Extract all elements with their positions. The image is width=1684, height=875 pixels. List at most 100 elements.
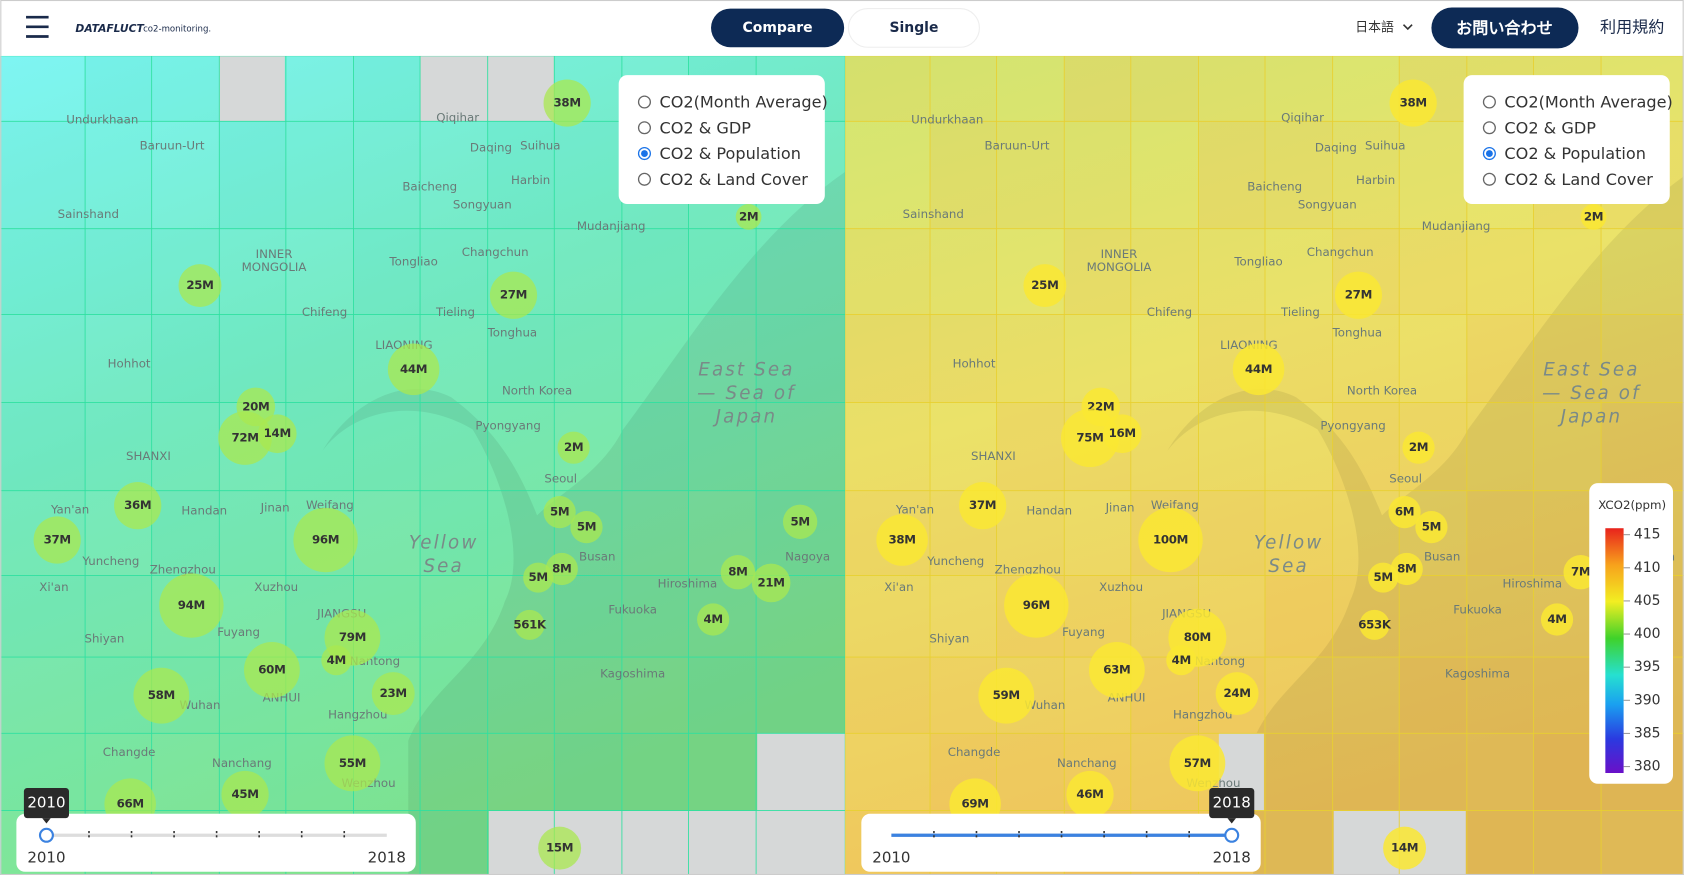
population-bubble[interactable] xyxy=(1389,79,1437,127)
population-bubble[interactable] xyxy=(876,514,928,566)
population-bubble[interactable] xyxy=(1334,271,1383,319)
population-bubble[interactable] xyxy=(545,552,578,586)
option-label[interactable]: CO2 & Population xyxy=(1504,144,1645,163)
heatmap-cell xyxy=(1399,121,1467,228)
population-bubble[interactable] xyxy=(159,573,224,638)
population-bubble[interactable] xyxy=(1415,511,1448,544)
population-bubble[interactable] xyxy=(1166,645,1197,676)
language[interactable]: 日本語 xyxy=(1355,19,1394,35)
population-bubble[interactable] xyxy=(538,826,582,870)
population-bubble[interactable] xyxy=(1402,431,1435,464)
population-bubble[interactable] xyxy=(387,343,440,396)
population-bubble[interactable] xyxy=(543,79,591,127)
heatmap-cell xyxy=(554,229,622,315)
contact-label[interactable]: お問い合わせ xyxy=(1456,18,1553,37)
terms[interactable]: 利用規約 xyxy=(1600,17,1664,36)
population-bubble[interactable] xyxy=(133,667,190,724)
population-bubble[interactable] xyxy=(324,735,381,792)
population-bubble[interactable] xyxy=(1215,672,1259,716)
tab-single[interactable] xyxy=(847,8,980,48)
population-bubble[interactable] xyxy=(1232,343,1285,396)
population-bubble[interactable] xyxy=(1102,414,1142,454)
population-bubble[interactable] xyxy=(720,555,756,590)
place-label: Fukuoka xyxy=(608,602,657,616)
heatmap-cell xyxy=(1333,56,1400,121)
population-bubble[interactable] xyxy=(371,672,415,716)
population-bubble[interactable] xyxy=(1388,496,1421,529)
place-label: Qiqihar xyxy=(436,111,479,125)
population-bubble[interactable] xyxy=(221,770,269,819)
radio[interactable] xyxy=(1482,121,1496,135)
population-bubble[interactable] xyxy=(735,203,762,230)
population-bubble[interactable] xyxy=(243,642,300,698)
bubble-label: 23M xyxy=(380,686,407,700)
population-bubble[interactable] xyxy=(1023,264,1067,308)
population-bubble[interactable] xyxy=(543,496,576,529)
bubble-label: 7M xyxy=(1571,565,1590,579)
population-bubble[interactable] xyxy=(1088,642,1145,698)
radio[interactable] xyxy=(637,172,652,186)
option-label[interactable]: CO2(Month Average) xyxy=(659,93,827,112)
population-bubble[interactable] xyxy=(1004,573,1069,638)
tab-compare[interactable] xyxy=(711,8,845,48)
population-bubble[interactable] xyxy=(1383,826,1427,870)
heatmap-cell xyxy=(151,314,220,403)
option-label[interactable]: CO2 & GDP xyxy=(1504,118,1596,137)
heatmap-cell xyxy=(996,402,1065,491)
population-bubble[interactable] xyxy=(514,609,545,640)
population-bubble[interactable] xyxy=(1066,770,1114,819)
slider-handle[interactable] xyxy=(1224,827,1240,843)
population-bubble[interactable] xyxy=(1138,507,1203,573)
radio[interactable] xyxy=(637,121,652,135)
legend-tick-label: 385 xyxy=(1634,725,1661,741)
population-bubble[interactable] xyxy=(978,667,1035,724)
population-bubble[interactable] xyxy=(557,431,590,464)
population-bubble[interactable] xyxy=(33,516,81,564)
option-label[interactable]: CO2(Month Average) xyxy=(1504,93,1672,112)
menu-icon[interactable] xyxy=(26,15,49,38)
population-bubble[interactable] xyxy=(1359,609,1390,640)
population-bubble[interactable] xyxy=(1390,552,1423,586)
population-bubble[interactable] xyxy=(1368,562,1399,593)
population-bubble[interactable] xyxy=(178,264,222,308)
population-bubble[interactable] xyxy=(1061,409,1119,468)
radio[interactable] xyxy=(1482,95,1496,109)
population-bubble[interactable] xyxy=(570,511,603,544)
tab-label[interactable]: Compare xyxy=(743,20,813,36)
place-label: Japan xyxy=(713,407,778,428)
population-bubble[interactable] xyxy=(218,411,272,465)
no-data xyxy=(420,55,555,122)
radio[interactable] xyxy=(637,95,652,109)
heatmap-cell xyxy=(554,575,622,658)
heatmap-cell xyxy=(621,228,689,315)
place-label: Chifeng xyxy=(1147,305,1192,319)
population-bubble[interactable] xyxy=(523,562,554,593)
population-bubble[interactable] xyxy=(489,271,538,319)
population-bubble[interactable] xyxy=(1540,603,1574,636)
option-label[interactable]: CO2 & Land Cover xyxy=(1504,170,1653,189)
radio[interactable] xyxy=(1482,172,1496,186)
population-bubble[interactable] xyxy=(751,563,791,603)
slider-card xyxy=(861,813,1261,872)
option-label[interactable]: CO2 & GDP xyxy=(659,118,751,137)
population-bubble[interactable] xyxy=(959,482,1007,530)
population-bubble[interactable] xyxy=(321,645,352,676)
place-label: Fuyang xyxy=(217,625,260,639)
population-bubble[interactable] xyxy=(293,507,358,573)
option-label[interactable]: CO2 & Population xyxy=(659,144,800,163)
place-label: Pyongyang xyxy=(1320,419,1385,433)
heatmap-cell xyxy=(353,121,421,229)
heatmap-cell xyxy=(1130,402,1199,491)
population-bubble[interactable] xyxy=(1580,203,1607,230)
place-label: Daqing xyxy=(470,141,512,155)
option-label[interactable]: CO2 & Land Cover xyxy=(659,170,808,189)
heatmap-cell xyxy=(845,733,930,810)
population-bubble[interactable] xyxy=(697,603,730,636)
population-bubble[interactable] xyxy=(257,414,297,454)
population-bubble[interactable] xyxy=(1169,735,1226,792)
tab-label[interactable]: Single xyxy=(889,20,938,36)
population-bubble[interactable] xyxy=(114,482,162,530)
contact-button[interactable] xyxy=(1431,7,1579,49)
population-bubble[interactable] xyxy=(782,504,818,539)
slider-handle[interactable] xyxy=(38,827,54,843)
